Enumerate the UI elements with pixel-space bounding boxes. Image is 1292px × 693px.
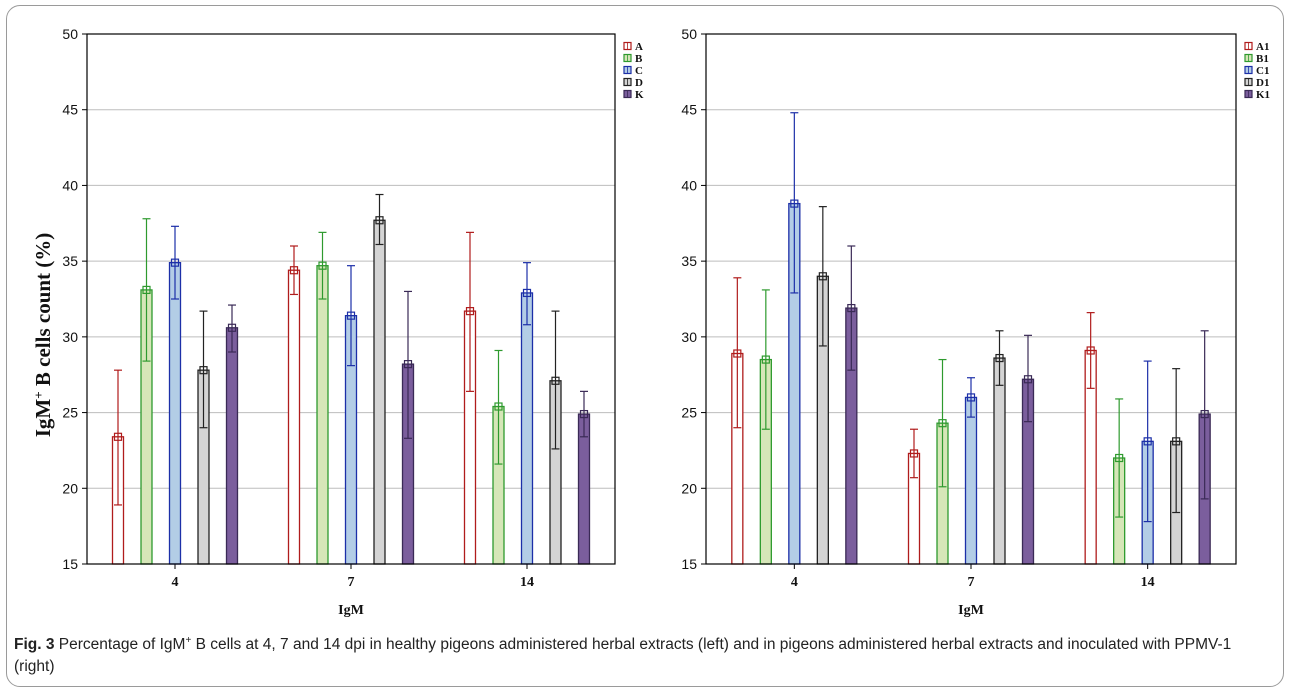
mean-marker: [403, 360, 413, 369]
y-tick-label: 40: [62, 177, 78, 193]
y-tick-label: 40: [681, 177, 697, 193]
mean-marker: [227, 323, 237, 332]
caption-text-before: Percentage of IgM: [54, 636, 186, 653]
mean-marker: [289, 266, 299, 275]
caption-superscript: +: [185, 634, 192, 646]
y-tick-label: 35: [62, 253, 78, 269]
legend-label-K1: K1: [1256, 89, 1270, 101]
y-tick-label: 15: [681, 556, 697, 572]
mean-marker: [1115, 453, 1124, 463]
legend-label-B: B: [635, 53, 643, 65]
mean-marker: [346, 311, 356, 320]
y-tick-label: 25: [681, 405, 697, 421]
figure-caption: Fig. 3 Percentage of IgM+ B cells at 4, …: [14, 634, 1274, 678]
mean-marker: [761, 355, 770, 364]
x-tick-label: 14: [1141, 575, 1155, 590]
mean-marker: [818, 272, 827, 281]
x-tick-label: 7: [348, 575, 355, 590]
mean-marker: [938, 419, 947, 428]
x-tick-label: 4: [791, 575, 798, 590]
figure-frame: [6, 5, 1284, 687]
mean-marker: [199, 366, 208, 375]
mean-marker: [1023, 375, 1033, 384]
mean-marker: [1200, 409, 1209, 419]
legend-label-A1: A1: [1256, 41, 1269, 53]
legend-label-A: A: [635, 41, 643, 53]
mean-marker: [579, 409, 589, 419]
legend-label-D: D: [635, 77, 643, 89]
plot-frame: [86, 33, 616, 565]
y-tick-label: 30: [62, 329, 78, 345]
mean-marker: [847, 303, 856, 313]
caption-text-after: B cells at 4, 7 and 14 dpi in healthy pi…: [14, 636, 1232, 675]
x-tick-label: 14: [520, 575, 534, 590]
mean-marker: [375, 216, 384, 225]
bar-C: [520, 292, 534, 565]
bar-A: [287, 269, 301, 565]
bar-D: [373, 219, 386, 565]
mean-marker: [733, 349, 742, 358]
y-tick-label: 35: [681, 253, 697, 269]
y-tick-label: 15: [62, 556, 78, 572]
y-tick-label: 50: [62, 26, 78, 42]
y-tick-label: 20: [681, 480, 697, 496]
mean-marker: [170, 258, 180, 267]
legend-label-C: C: [635, 65, 643, 77]
y-tick-label: 45: [681, 102, 697, 118]
bar-C1: [964, 396, 978, 565]
x-axis-label: IgM: [958, 603, 984, 618]
y-tick-label: 25: [62, 405, 78, 421]
legend-label-B1: B1: [1256, 53, 1269, 65]
bar-B: [316, 265, 329, 565]
mean-marker: [551, 376, 560, 385]
mean-marker: [318, 261, 327, 270]
mean-marker: [909, 449, 919, 458]
mean-marker: [1143, 437, 1152, 446]
mean-marker: [465, 307, 475, 316]
bar-C: [168, 262, 182, 565]
figure-label: Fig. 3: [14, 636, 55, 653]
y-axis-label: IgM+ B cells count (%): [31, 233, 56, 438]
mean-marker: [1086, 346, 1095, 355]
legend-label-K: K: [635, 89, 644, 101]
mean-marker: [790, 199, 799, 208]
mean-marker: [522, 288, 532, 298]
legend-label-C1: C1: [1256, 65, 1269, 77]
x-tick-label: 7: [968, 575, 975, 590]
mean-marker: [995, 353, 1004, 363]
mean-marker: [966, 393, 976, 402]
mean-marker: [113, 432, 123, 441]
mean-marker: [1172, 437, 1181, 446]
y-tick-label: 20: [62, 480, 78, 496]
mean-marker: [142, 285, 151, 295]
x-axis-label: IgM: [338, 603, 364, 618]
mean-marker: [494, 402, 503, 411]
y-tick-label: 45: [62, 102, 78, 118]
plot-frame: [705, 33, 1237, 565]
x-tick-label: 4: [172, 575, 179, 590]
y-tick-label: 30: [681, 329, 697, 345]
bar-D1: [993, 357, 1006, 565]
y-tick-label: 50: [681, 26, 697, 42]
legend-label-D1: D1: [1256, 77, 1269, 89]
bar-K: [225, 327, 239, 565]
